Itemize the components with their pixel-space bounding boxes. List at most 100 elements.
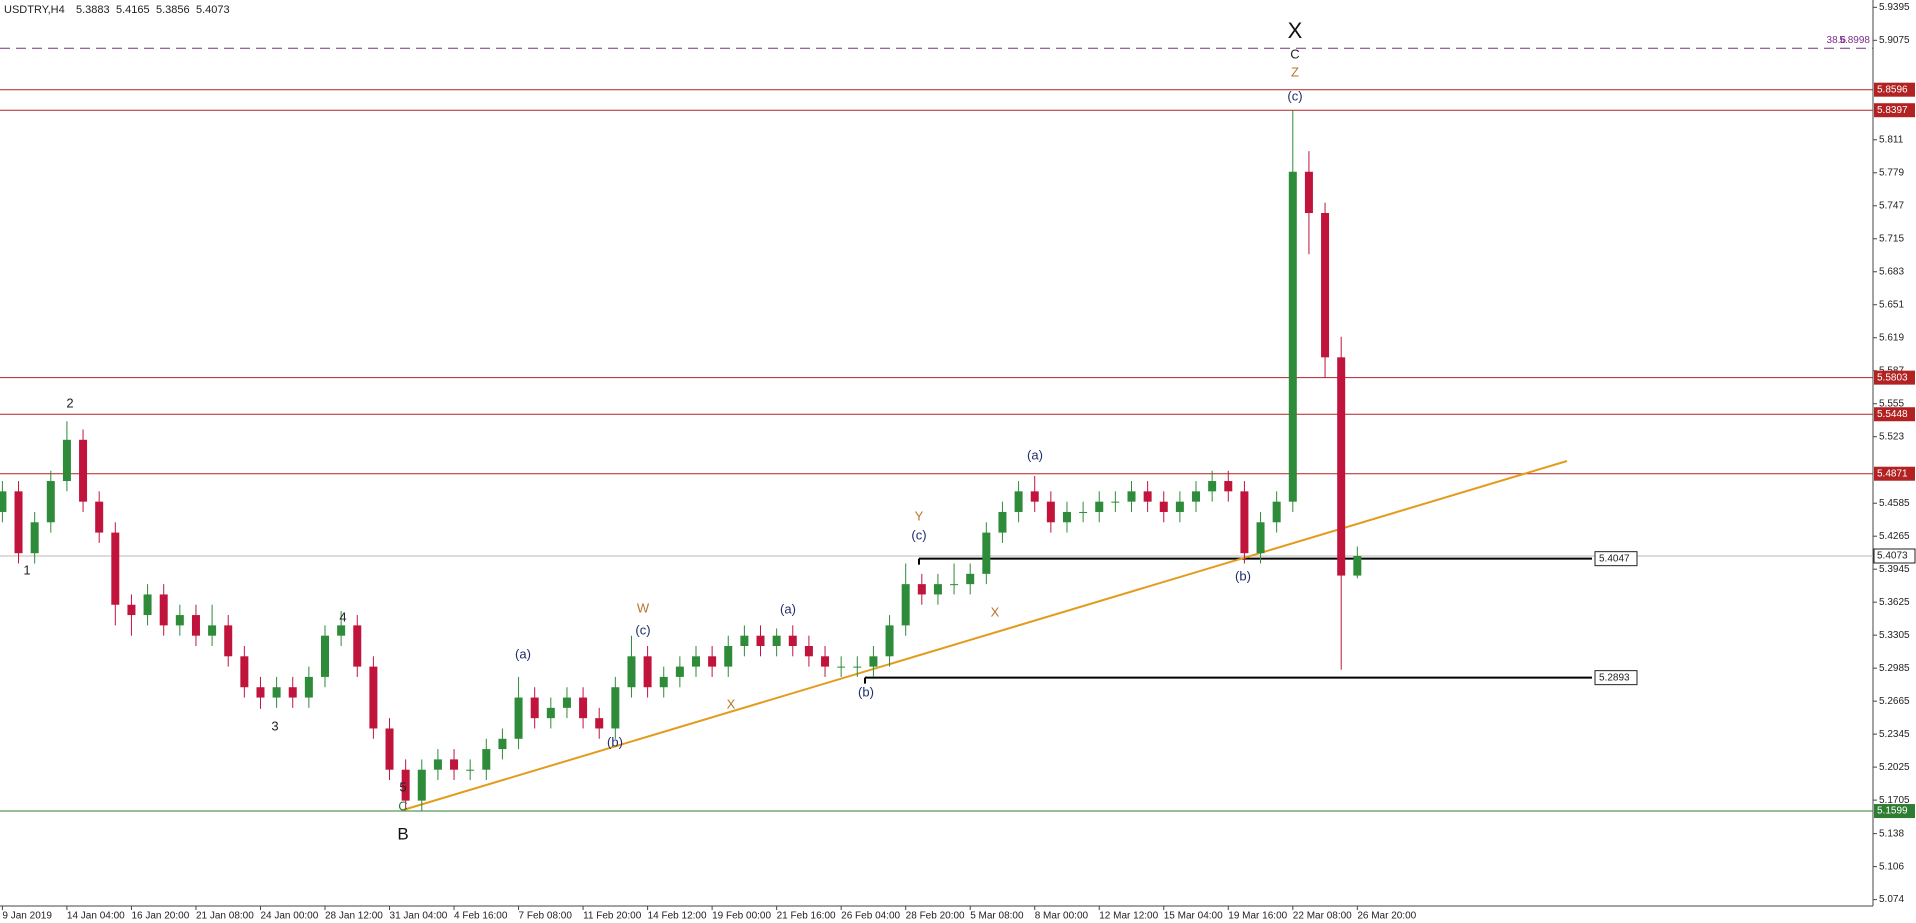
wave-label: (b)	[1235, 568, 1251, 583]
y-tick-label: 5.3305	[1879, 630, 1910, 641]
y-tick-label: 5.138	[1879, 828, 1904, 839]
candle-body	[401, 769, 410, 801]
y-tick-label: 5.651	[1879, 299, 1904, 310]
candle-body	[821, 656, 830, 667]
candle-body	[1240, 491, 1249, 554]
candle-body	[240, 656, 249, 688]
candle-body	[917, 584, 926, 595]
candle-body	[885, 625, 894, 657]
candle-body	[643, 656, 652, 688]
candle-body	[1321, 212, 1330, 358]
y-tick-label: 5.1705	[1879, 795, 1910, 806]
x-tick-label: 19 Feb 00:00	[712, 911, 771, 922]
candle-body	[966, 573, 975, 585]
candle-body	[385, 728, 394, 770]
x-tick-label: 8 Mar 00:00	[1035, 911, 1089, 922]
candle-body	[1062, 511, 1071, 523]
candle-body	[998, 511, 1007, 533]
x-tick-label: 28 Feb 20:00	[906, 911, 965, 922]
x-tick-label: 7 Feb 08:00	[519, 911, 573, 922]
candle-body	[79, 439, 88, 502]
candle-body	[1111, 501, 1120, 503]
candle-body	[837, 666, 846, 668]
wave-label: (a)	[1027, 447, 1043, 462]
wave-label: (c)	[911, 527, 926, 542]
candle-body	[1046, 501, 1055, 523]
candle-body	[1208, 481, 1217, 492]
candle-body	[127, 604, 136, 616]
x-tick-label: 15 Mar 04:00	[1164, 911, 1223, 922]
candle-body	[272, 687, 281, 698]
candle-body	[46, 481, 55, 523]
candle-body	[62, 439, 71, 482]
candle-body	[466, 769, 475, 771]
wave-label: Y	[915, 508, 924, 523]
wave-label: W	[637, 600, 650, 615]
level-box	[1874, 407, 1915, 422]
candle-body	[0, 491, 7, 512]
wave-label: Z	[1291, 64, 1299, 79]
level-box	[1874, 370, 1915, 385]
fib-level-label: 38.6	[1827, 35, 1847, 46]
candle-body	[256, 687, 265, 698]
wave-label: (b)	[858, 684, 874, 699]
y-tick-label: 5.9075	[1879, 35, 1910, 46]
candle-body	[901, 584, 910, 626]
candle-body	[950, 584, 959, 586]
symbol: USDTRY,H4	[4, 4, 65, 16]
x-tick-label: 31 Jan 04:00	[390, 911, 448, 922]
candle-body	[175, 615, 184, 626]
candle-body	[224, 625, 233, 657]
wave-label: X	[1288, 18, 1303, 43]
x-tick-label: 24 Jan 00:00	[260, 911, 318, 922]
x-tick-label: 21 Jan 08:00	[196, 911, 254, 922]
support-label: 5.2893	[1599, 672, 1630, 683]
y-tick-label: 5.4265	[1879, 531, 1910, 542]
wave-label: 2	[66, 395, 73, 410]
candle-body	[659, 676, 668, 688]
ohlc-close: 5.4073	[196, 4, 230, 16]
level-label: 5.4871	[1877, 468, 1908, 479]
y-tick-label: 5.715	[1879, 233, 1904, 244]
candle-body	[143, 594, 152, 616]
wave-label: 4	[339, 609, 346, 624]
y-tick-label: 5.9395	[1879, 2, 1910, 13]
x-tick-label: 12 Mar 12:00	[1099, 911, 1158, 922]
wave-label: 3	[271, 718, 278, 733]
x-tick-label: 22 Mar 08:00	[1293, 911, 1352, 922]
level-label: 5.1599	[1877, 806, 1908, 817]
y-tick-label: 5.3945	[1879, 564, 1910, 575]
candle-body	[191, 615, 200, 636]
x-tick-label: 21 Feb 16:00	[777, 911, 836, 922]
y-tick-label: 5.555	[1879, 398, 1904, 409]
candle-body	[1256, 522, 1265, 554]
candle-body	[288, 687, 297, 698]
y-tick-label: 5.683	[1879, 266, 1904, 277]
candle-body	[514, 697, 523, 739]
wave-label: (a)	[780, 601, 796, 616]
y-tick-label: 5.811	[1879, 134, 1904, 145]
candle-body	[208, 625, 217, 636]
trendline	[402, 460, 1568, 811]
y-tick-label: 5.2025	[1879, 762, 1910, 773]
candle-body	[1095, 501, 1104, 512]
x-tick-label: 14 Jan 04:00	[67, 911, 125, 922]
ohlc-high: 5.4165	[116, 4, 150, 16]
candle-body	[804, 645, 813, 657]
wave-label: 5	[399, 779, 406, 794]
candle-body	[304, 676, 313, 698]
x-tick-label: 16 Jan 20:00	[131, 911, 189, 922]
candle-body	[433, 759, 442, 770]
x-tick-label: 28 Jan 12:00	[325, 911, 383, 922]
candle-body	[1030, 491, 1039, 502]
candle-body	[1127, 491, 1136, 502]
candle-body	[369, 666, 378, 729]
y-tick-label: 5.2665	[1879, 696, 1910, 707]
bid-label: 5.4073	[1877, 551, 1908, 562]
x-tick-label: 14 Feb 12:00	[648, 911, 707, 922]
candle-body	[450, 759, 459, 770]
candle-body	[708, 656, 717, 667]
candle-body	[498, 738, 507, 750]
